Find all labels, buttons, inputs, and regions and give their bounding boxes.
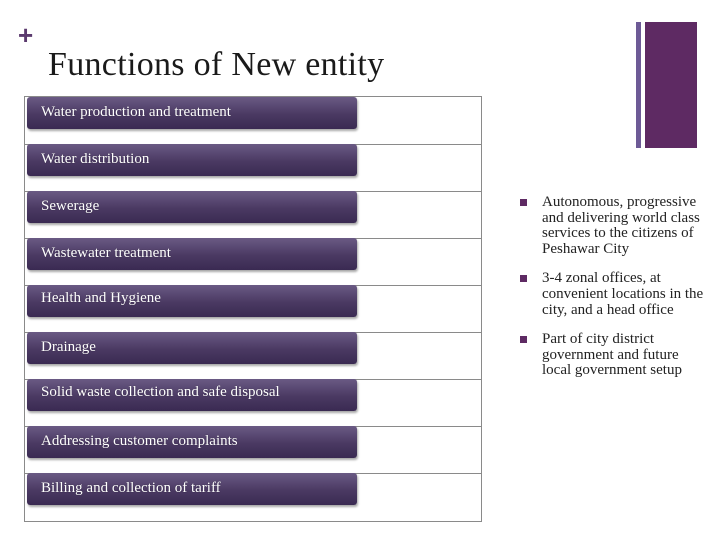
bullet-text: 3-4 zonal offices, at convenient locatio… [542, 270, 704, 318]
function-label: Wastewater treatment [41, 245, 171, 261]
function-bar: Water distribution [27, 144, 357, 176]
list-item: Billing and collection of tariff [25, 473, 481, 505]
function-bar: Billing and collection of tariff [27, 473, 357, 505]
function-label: Billing and collection of tariff [41, 480, 221, 496]
list-item: Health and Hygiene [25, 285, 481, 317]
decorative-bar-thin [636, 22, 641, 148]
list-item: Solid waste collection and safe disposal [25, 379, 481, 411]
function-label: Solid waste collection and safe disposal [41, 384, 280, 400]
function-bar: Addressing customer complaints [27, 426, 357, 458]
bullet-item: 3-4 zonal offices, at convenient locatio… [520, 271, 710, 318]
plus-icon: + [18, 20, 34, 50]
functions-list: Water production and treatment Water dis… [24, 96, 482, 522]
slide-title: Functions of New entity [48, 46, 385, 83]
bullet-text: Autonomous, progressive and delivering w… [542, 194, 700, 257]
list-item: Drainage [25, 332, 481, 364]
bullet-list: Autonomous, progressive and delivering w… [520, 194, 710, 393]
function-bar: Water production and treatment [27, 97, 357, 129]
list-item: Sewerage [25, 191, 481, 223]
bullet-text: Part of city district government and fut… [542, 331, 682, 379]
function-label: Water production and treatment [41, 104, 231, 120]
list-item: Water distribution [25, 144, 481, 176]
bullet-item: Autonomous, progressive and delivering w… [520, 194, 710, 257]
decorative-bar-thick [645, 22, 697, 148]
function-label: Sewerage [41, 198, 100, 214]
list-item: Addressing customer complaints [25, 426, 481, 458]
function-bar: Drainage [27, 332, 357, 364]
function-bar: Wastewater treatment [27, 238, 357, 270]
list-item: Wastewater treatment [25, 238, 481, 270]
function-bar: Sewerage [27, 191, 357, 223]
square-bullet-icon [520, 199, 527, 206]
function-label: Water distribution [41, 151, 150, 167]
function-bar: Solid waste collection and safe disposal [27, 379, 357, 411]
function-bar: Health and Hygiene [27, 285, 357, 317]
bullet-item: Part of city district government and fut… [520, 331, 710, 379]
function-label: Drainage [41, 339, 96, 355]
square-bullet-icon [520, 275, 527, 283]
list-item: Water production and treatment [25, 97, 481, 129]
function-label: Health and Hygiene [41, 290, 161, 306]
square-bullet-icon [520, 336, 527, 344]
function-label: Addressing customer complaints [41, 433, 238, 449]
